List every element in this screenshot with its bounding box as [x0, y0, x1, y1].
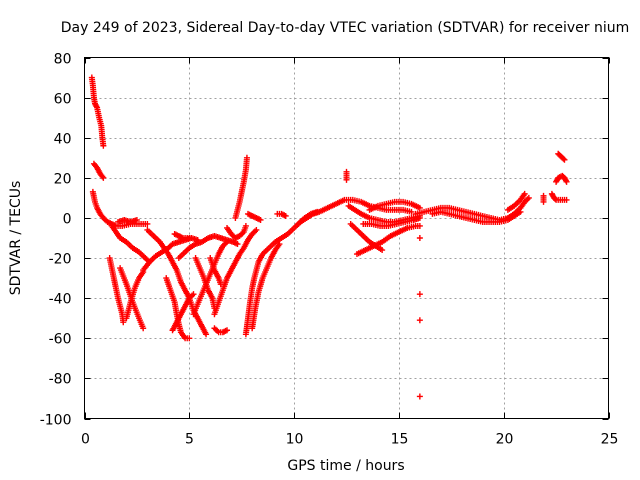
series-arc-33 [416, 235, 423, 400]
series-arc-4 [108, 222, 153, 266]
data-point [224, 239, 231, 246]
data-point [379, 247, 386, 254]
data-point [186, 235, 193, 241]
data-point [521, 190, 528, 197]
series-arc-38 [548, 190, 570, 203]
series-arc-23 [249, 241, 283, 332]
series-arc-21 [232, 154, 250, 221]
series-arc-2 [90, 160, 107, 181]
y-tick-label: 60 [54, 92, 72, 108]
data-point [416, 291, 423, 298]
y-tick-label: -40 [49, 292, 72, 308]
data-point [314, 208, 321, 215]
y-tick-label: -80 [49, 372, 72, 388]
data-point [190, 291, 197, 298]
data-point [257, 216, 264, 223]
data-point [343, 176, 350, 183]
data-point [242, 222, 249, 229]
x-tick-label: 15 [391, 432, 409, 448]
y-tick-label: -20 [49, 252, 72, 268]
data-point [563, 178, 570, 185]
series-arc-35 [429, 208, 524, 225]
data-point [100, 142, 107, 149]
x-axis-label: GPS time / hours [287, 458, 404, 474]
data-point [525, 194, 532, 201]
series-arc-22 [242, 196, 415, 338]
series-arc-37 [540, 192, 547, 205]
data-point [561, 156, 568, 163]
data-point [416, 204, 423, 211]
y-tick-label: -100 [40, 413, 72, 429]
series-arc-18 [207, 255, 224, 288]
series-arc-13 [169, 291, 197, 334]
series-arc-19 [211, 325, 231, 336]
data-point [540, 198, 547, 205]
data-point [416, 393, 423, 400]
data-point [234, 241, 241, 248]
y-tick-label: 20 [54, 172, 72, 188]
grid-lines [84, 57, 609, 419]
data-point [517, 208, 524, 215]
data-point [416, 214, 423, 221]
data-point [253, 226, 260, 233]
data-point [186, 335, 193, 342]
x-tick-label: 25 [601, 432, 619, 448]
data-point [416, 317, 423, 324]
data-point [140, 325, 147, 332]
x-tick-label: 20 [496, 432, 514, 448]
series-arc-24 [244, 210, 264, 223]
data-point [100, 174, 107, 181]
data-point [224, 327, 231, 334]
data-point [133, 216, 140, 223]
series-arc-26 [295, 208, 321, 227]
series-arc-17 [211, 226, 260, 318]
series-arc-6 [117, 265, 147, 332]
y-tick-label: 40 [54, 132, 72, 148]
series-arc-1 [88, 74, 107, 149]
series-arc-12 [163, 275, 193, 342]
data-point [408, 208, 415, 215]
series-arc-11 [171, 230, 193, 241]
y-axis-label: SDTVAR / TECUs [8, 181, 24, 296]
series-arc-27 [343, 168, 350, 183]
x-tick-label: 0 [81, 432, 90, 448]
data-point [416, 235, 423, 241]
data-point [282, 212, 289, 219]
data-point [276, 241, 283, 248]
data-point [416, 222, 423, 229]
series-arc-25 [274, 210, 289, 219]
data-point [217, 281, 224, 288]
y-tick-label: 0 [63, 212, 72, 228]
series-arc-7 [123, 269, 147, 322]
series-arc-36 [504, 190, 528, 213]
series-arc-30 [353, 222, 423, 258]
data-point [243, 154, 250, 161]
data-point [203, 331, 210, 338]
series-arc-31 [360, 214, 423, 229]
data-point [144, 220, 151, 227]
data-points [88, 74, 570, 400]
series-arc-8 [115, 216, 140, 225]
data-point [120, 319, 127, 326]
data-point [563, 196, 570, 203]
plot-frame [84, 57, 609, 419]
x-tick-label: 5 [185, 432, 194, 448]
x-tick-label: 10 [286, 432, 304, 448]
data-point [560, 155, 567, 162]
series-arc-5 [106, 255, 127, 326]
series-arc-40 [555, 150, 568, 163]
axis-ticks: 0 5 10 15 20 25 -100 -80 -60 -40 -20 0 20 40 60 80 [40, 52, 619, 448]
chart-title: Day 249 of 2023, Sidereal Day-to-day VTE… [61, 20, 630, 36]
series-arc-32 [366, 198, 423, 213]
data-point [552, 195, 559, 202]
y-tick-label: -60 [49, 332, 72, 348]
series-arc-39 [553, 172, 570, 185]
y-tick-label: 80 [54, 52, 72, 68]
series-arc-20 [224, 222, 249, 241]
